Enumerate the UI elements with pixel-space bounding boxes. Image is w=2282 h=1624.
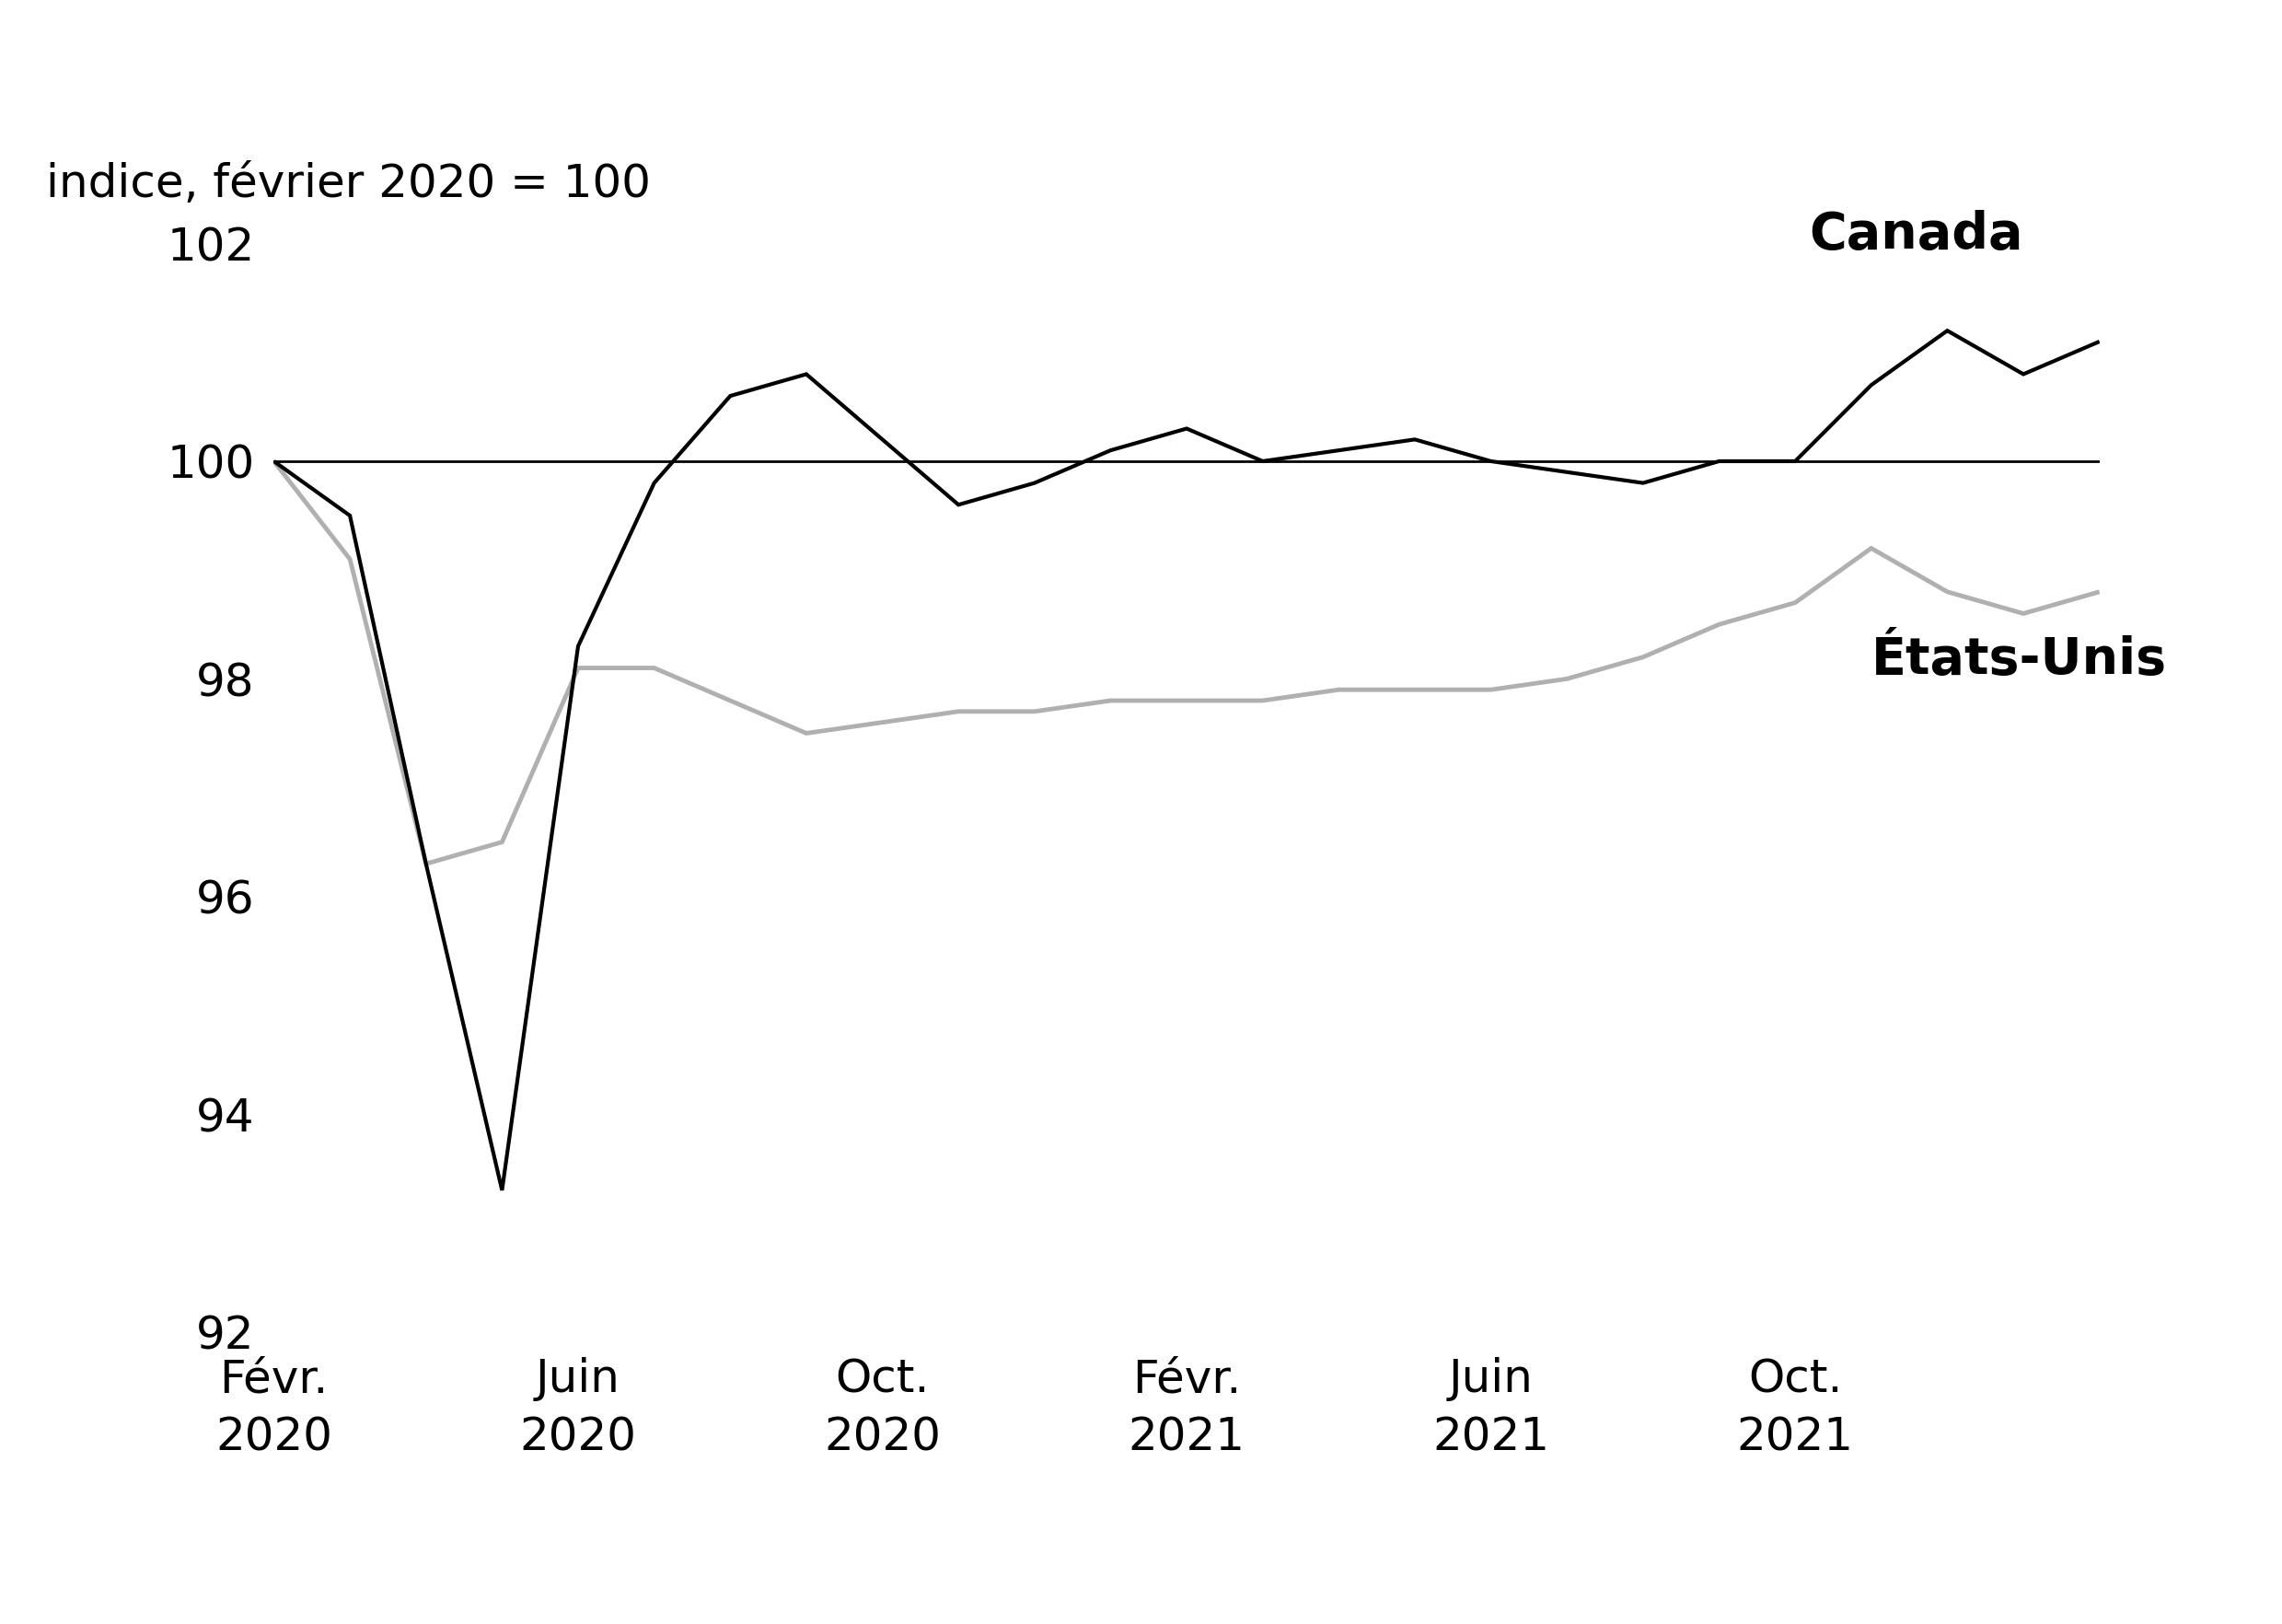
Text: Canada: Canada [1810,209,2024,260]
Text: indice, février 2020 = 100: indice, février 2020 = 100 [46,162,650,206]
Text: États-Unis: États-Unis [1871,635,2168,685]
